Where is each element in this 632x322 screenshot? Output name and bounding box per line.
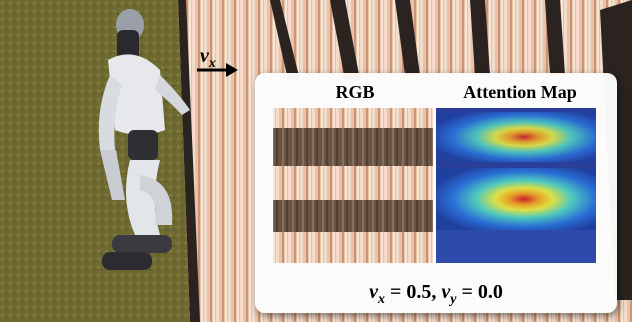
attention-title: Attention Map — [463, 82, 577, 102]
attention-image — [436, 108, 596, 263]
grass — [0, 0, 190, 322]
value: = 0.0 — [457, 281, 503, 303]
figure: vx RGB Attention Map vx = 0.5, vy = 0.0 — [0, 0, 632, 322]
subscript: x — [377, 292, 385, 307]
rgb-title: RGB — [335, 82, 374, 102]
rgb-image — [273, 108, 433, 263]
value: = 0.5, — [385, 281, 441, 303]
subscript: x — [208, 56, 216, 71]
